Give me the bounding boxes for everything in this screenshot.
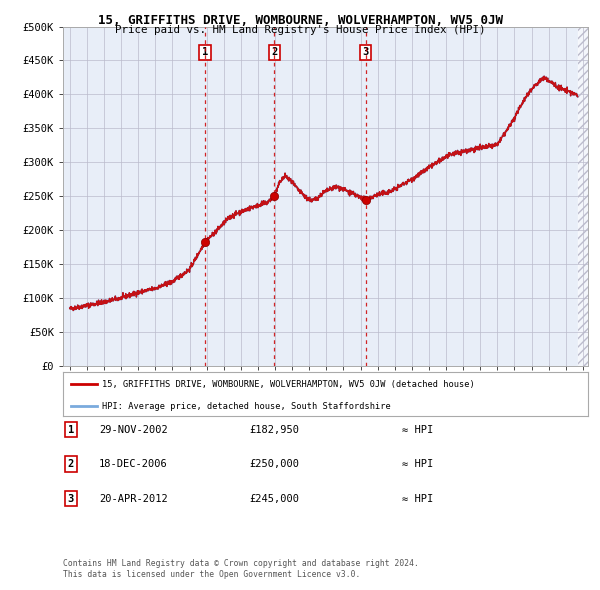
Text: 1: 1 bbox=[202, 47, 208, 57]
Text: £250,000: £250,000 bbox=[249, 460, 299, 469]
Text: ≈ HPI: ≈ HPI bbox=[402, 460, 433, 469]
Text: £182,950: £182,950 bbox=[249, 425, 299, 434]
Text: HPI: Average price, detached house, South Staffordshire: HPI: Average price, detached house, Sout… bbox=[103, 402, 391, 411]
Text: 2: 2 bbox=[68, 460, 74, 469]
Bar bbox=[578, 27, 588, 366]
Text: 15, GRIFFITHS DRIVE, WOMBOURNE, WOLVERHAMPTON, WV5 0JW (detached house): 15, GRIFFITHS DRIVE, WOMBOURNE, WOLVERHA… bbox=[103, 379, 475, 389]
Text: £245,000: £245,000 bbox=[249, 494, 299, 503]
Text: Contains HM Land Registry data © Crown copyright and database right 2024.: Contains HM Land Registry data © Crown c… bbox=[63, 559, 419, 568]
Text: This data is licensed under the Open Government Licence v3.0.: This data is licensed under the Open Gov… bbox=[63, 571, 361, 579]
Text: ≈ HPI: ≈ HPI bbox=[402, 494, 433, 503]
Text: 1: 1 bbox=[68, 425, 74, 434]
Text: 15, GRIFFITHS DRIVE, WOMBOURNE, WOLVERHAMPTON, WV5 0JW: 15, GRIFFITHS DRIVE, WOMBOURNE, WOLVERHA… bbox=[97, 14, 503, 27]
Text: 29-NOV-2002: 29-NOV-2002 bbox=[99, 425, 168, 434]
Text: 2: 2 bbox=[271, 47, 277, 57]
Text: ≈ HPI: ≈ HPI bbox=[402, 425, 433, 434]
Text: 3: 3 bbox=[68, 494, 74, 503]
Bar bbox=[578, 27, 588, 366]
Text: 20-APR-2012: 20-APR-2012 bbox=[99, 494, 168, 503]
Text: Price paid vs. HM Land Registry's House Price Index (HPI): Price paid vs. HM Land Registry's House … bbox=[115, 25, 485, 35]
Text: 18-DEC-2006: 18-DEC-2006 bbox=[99, 460, 168, 469]
Text: 3: 3 bbox=[362, 47, 369, 57]
